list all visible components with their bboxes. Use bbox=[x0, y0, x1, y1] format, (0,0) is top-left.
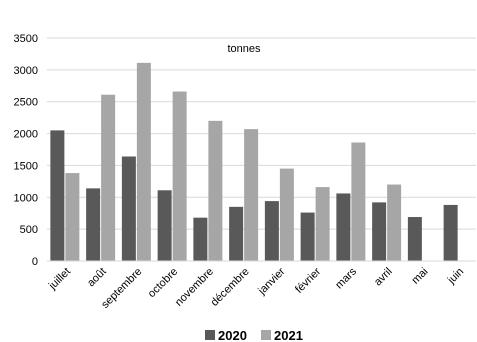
bar-2020-janvier bbox=[264, 201, 279, 261]
bar-2020-août bbox=[86, 188, 101, 261]
x-category-label: juillet bbox=[46, 266, 73, 293]
x-category-label: juin bbox=[445, 266, 466, 287]
bar-2021-août bbox=[101, 94, 116, 261]
bar-2021-septembre bbox=[136, 62, 151, 261]
y-tick-label: 500 bbox=[20, 224, 38, 236]
y-tick-label: 3000 bbox=[14, 65, 38, 77]
bar-2021-mars bbox=[351, 142, 366, 261]
bar-2020-avril bbox=[372, 202, 387, 261]
y-tick-label: 0 bbox=[32, 256, 38, 268]
y-tick-label: 1000 bbox=[14, 192, 38, 204]
bar-2020-octobre bbox=[157, 190, 172, 261]
legend-swatch-2021 bbox=[261, 330, 271, 340]
bar-2020-juillet bbox=[50, 130, 65, 261]
legend-label: 2021 bbox=[274, 328, 303, 342]
bar-2020-décembre bbox=[229, 206, 244, 261]
y-tick-label: 1500 bbox=[14, 160, 38, 172]
y-axis-ticks: 0 500 1000 1500 2000 2500 3000 3500 bbox=[14, 33, 38, 268]
x-category-label: février bbox=[293, 265, 323, 295]
x-category-label: avril bbox=[372, 266, 395, 289]
bar-2020-février bbox=[300, 212, 315, 261]
bar-2021-janvier bbox=[279, 168, 294, 261]
x-category-label: mars bbox=[333, 265, 359, 291]
bars bbox=[50, 62, 458, 262]
y-tick-label: 2000 bbox=[14, 129, 38, 141]
legend-swatch-2020 bbox=[205, 330, 215, 340]
x-category-label: décembre bbox=[209, 266, 252, 309]
x-category-label: octobre bbox=[146, 266, 180, 300]
unit-annotation: tonnes bbox=[227, 43, 261, 55]
bar-2021-novembre bbox=[208, 120, 223, 261]
gridlines bbox=[47, 37, 476, 230]
bar-2021-juillet bbox=[65, 173, 80, 261]
x-category-label: janvier bbox=[255, 265, 287, 297]
bar-2021-avril bbox=[387, 184, 402, 261]
bar-2020-mai bbox=[407, 217, 422, 261]
legend: 2020 2021 bbox=[205, 328, 303, 342]
bar-2021-octobre bbox=[172, 91, 187, 262]
y-tick-label: 3500 bbox=[14, 33, 38, 45]
x-category-label: août bbox=[85, 266, 109, 290]
x-category-label: mai bbox=[409, 266, 430, 287]
legend-label: 2020 bbox=[218, 328, 247, 342]
bar-2020-novembre bbox=[193, 217, 208, 261]
bar-2020-juin bbox=[443, 204, 458, 261]
y-tick-label: 2500 bbox=[14, 97, 38, 109]
bar-2020-mars bbox=[336, 193, 351, 261]
bar-2021-février bbox=[315, 187, 330, 261]
bar-2021-décembre bbox=[244, 129, 259, 261]
bar-2020-septembre bbox=[121, 156, 136, 261]
